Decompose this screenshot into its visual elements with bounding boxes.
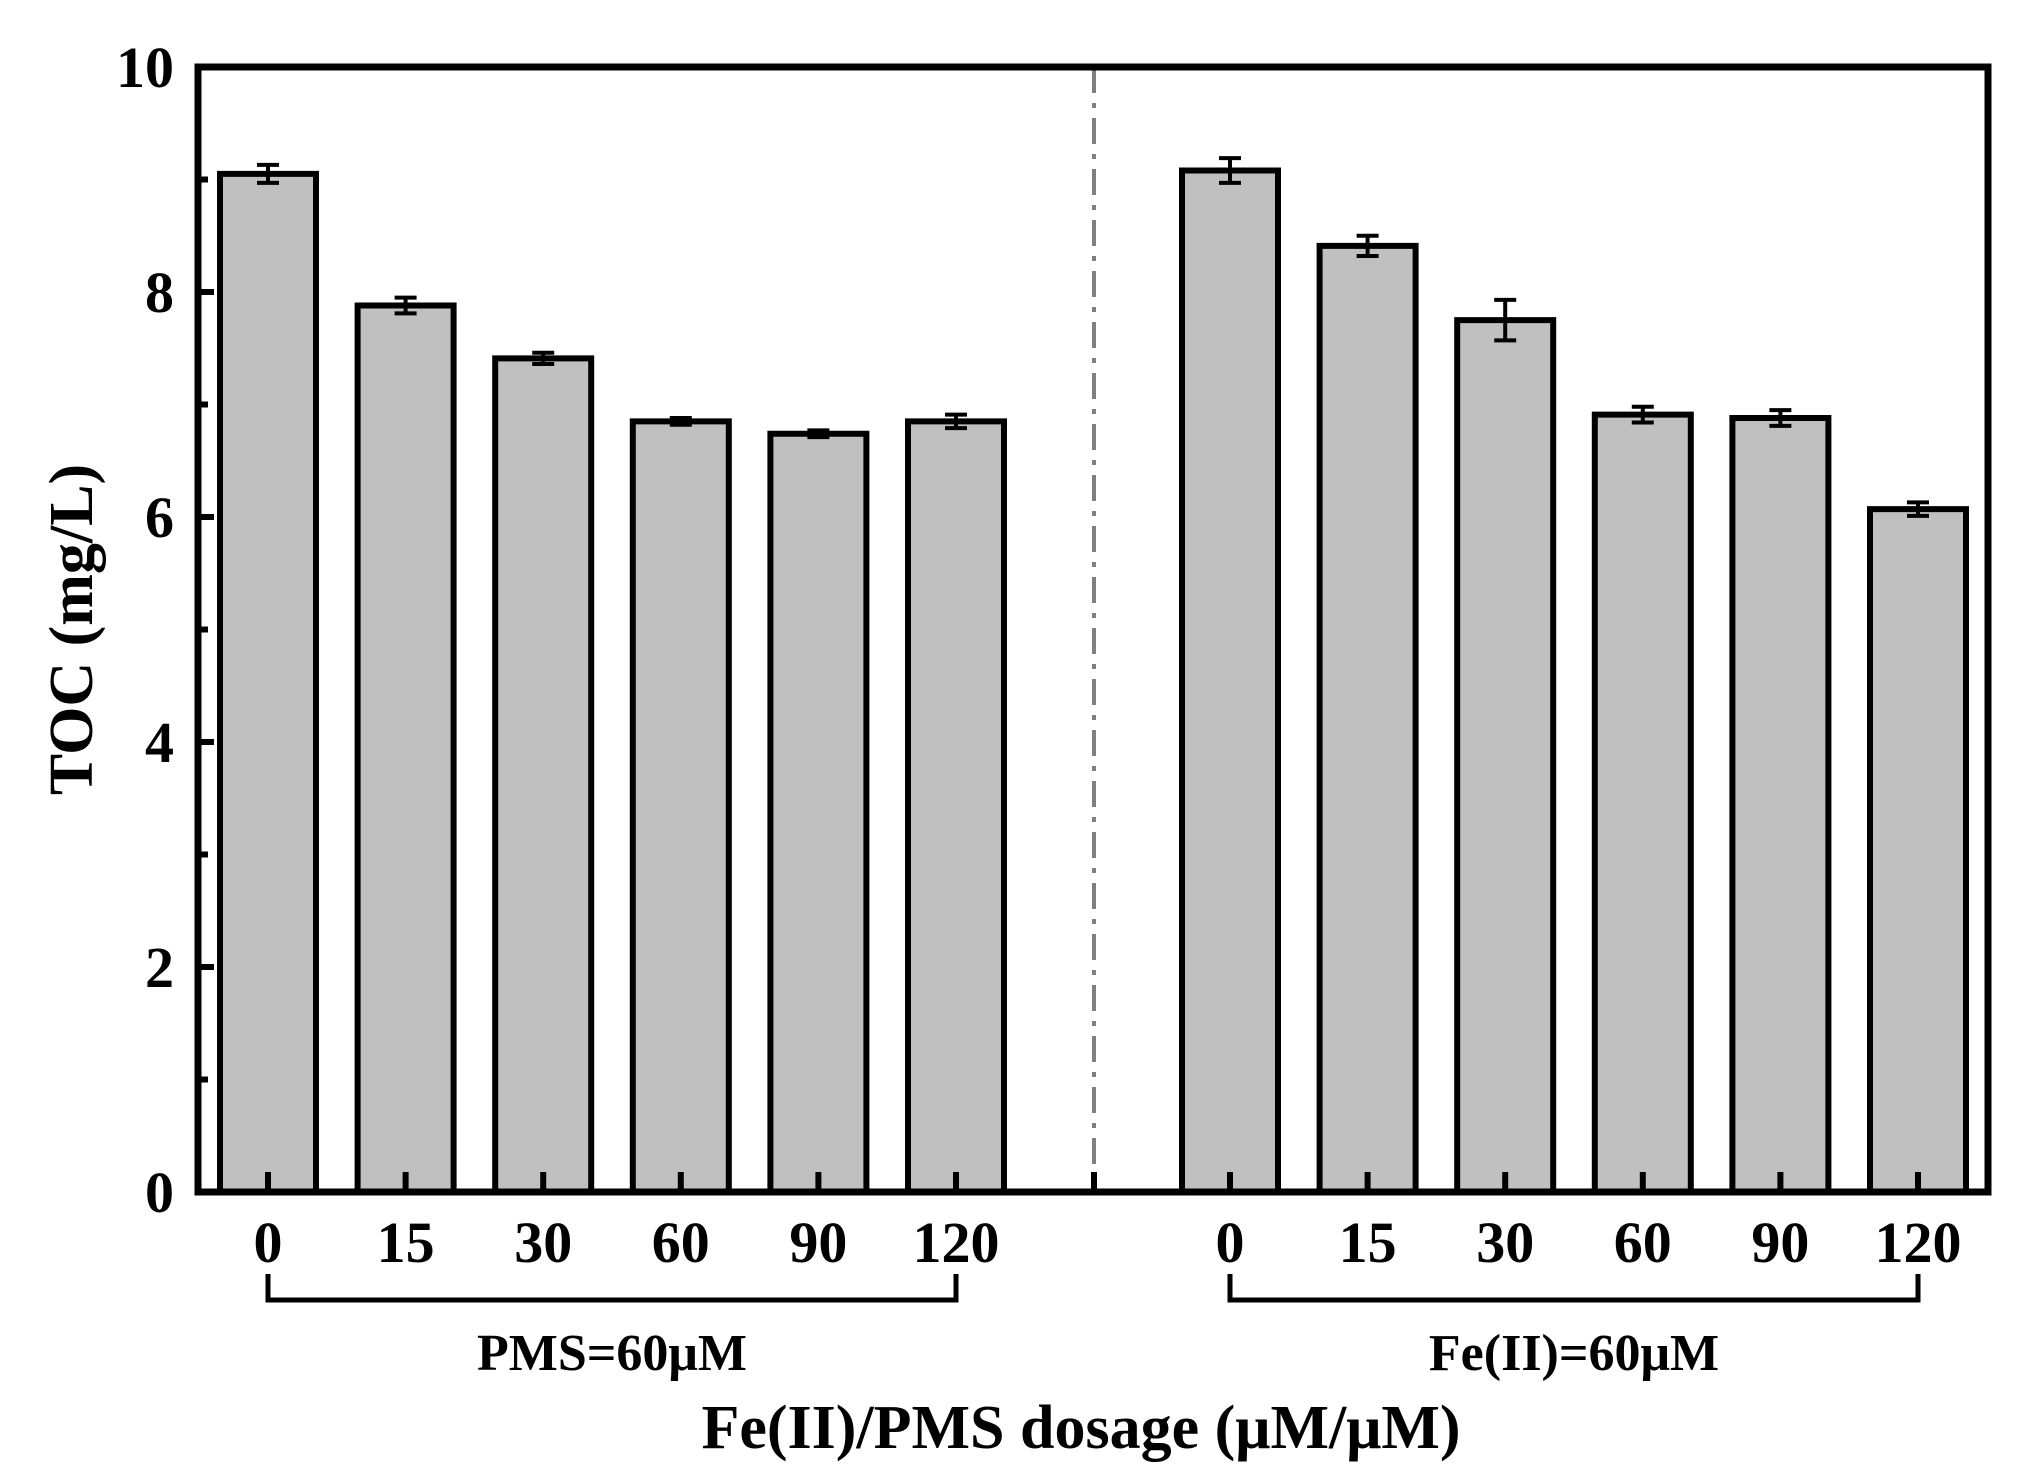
y-tick-label: 2 <box>145 935 174 1000</box>
bar-g2-15 <box>1316 242 1419 1195</box>
error-bar-g1-0 <box>257 162 279 185</box>
x-tick-label: 15 <box>1339 1210 1397 1275</box>
y-axis: 0 2 4 6 8 10 <box>116 35 214 1225</box>
x-tick-label: 90 <box>789 1210 847 1275</box>
y-axis-title: TOC (mg/L) <box>38 464 106 795</box>
bar-g1-30 <box>492 355 595 1195</box>
errorbars-layer <box>257 156 1929 518</box>
x-tick-label: 0 <box>254 1210 283 1275</box>
bar-g2-60 <box>1591 411 1694 1195</box>
bar-g2-120 <box>1867 506 1969 1195</box>
error-bar-g1-30 <box>532 350 555 366</box>
y-tick-label: 0 <box>145 1160 174 1225</box>
error-bar-g2-0 <box>1219 156 1241 185</box>
x-axis: 0 15 30 60 90 120 0 15 30 60 90 120 <box>254 1172 1962 1275</box>
error-bar-g1-15 <box>394 295 417 316</box>
error-bar-g2-15 <box>1356 233 1379 258</box>
bar-g1-15 <box>354 302 457 1195</box>
error-bar-g1-120 <box>945 412 967 431</box>
error-bar-g2-60 <box>1631 404 1654 425</box>
x-tick-label: 90 <box>1751 1210 1809 1275</box>
group-bracket <box>1227 1274 1921 1303</box>
x-tick-label: 30 <box>1476 1210 1534 1275</box>
error-bar-g2-90 <box>1769 408 1792 428</box>
bar-g1-0 <box>217 170 319 1195</box>
x-axis-title: Fe(II)/PMS dosage (μM/μM) <box>701 1394 1460 1462</box>
x-tick-label: 15 <box>377 1210 435 1275</box>
x-tick-label: 0 <box>1216 1210 1245 1275</box>
error-bar-g2-30 <box>1494 297 1517 343</box>
x-tick-label: 30 <box>514 1210 572 1275</box>
x-tick-label: 60 <box>1614 1210 1672 1275</box>
bar-g1-60 <box>629 418 732 1195</box>
group-label: Fe(II)=60μM <box>1429 1325 1719 1382</box>
error-bar-g2-120 <box>1907 500 1929 518</box>
error-bar-g1-60 <box>669 416 692 427</box>
bar-g1-90 <box>767 430 870 1195</box>
group-brackets: PMS=60μM Fe(II)=60μM <box>265 1274 1921 1382</box>
y-tick-label: 10 <box>116 35 174 100</box>
x-tick-label: 60 <box>652 1210 710 1275</box>
bar-g1-120 <box>905 418 1007 1195</box>
group-label: PMS=60μM <box>477 1325 747 1382</box>
group-bracket <box>265 1274 959 1303</box>
error-bar-g1-90 <box>807 428 830 440</box>
x-tick-label: 120 <box>913 1210 1000 1275</box>
bar-g2-90 <box>1729 415 1832 1195</box>
y-tick-label: 4 <box>145 710 174 775</box>
y-tick-label: 8 <box>145 260 174 325</box>
y-tick-label: 6 <box>145 485 174 550</box>
x-tick-label: 120 <box>1875 1210 1962 1275</box>
bar-g2-0 <box>1179 167 1281 1195</box>
bar-g2-30 <box>1454 317 1557 1195</box>
